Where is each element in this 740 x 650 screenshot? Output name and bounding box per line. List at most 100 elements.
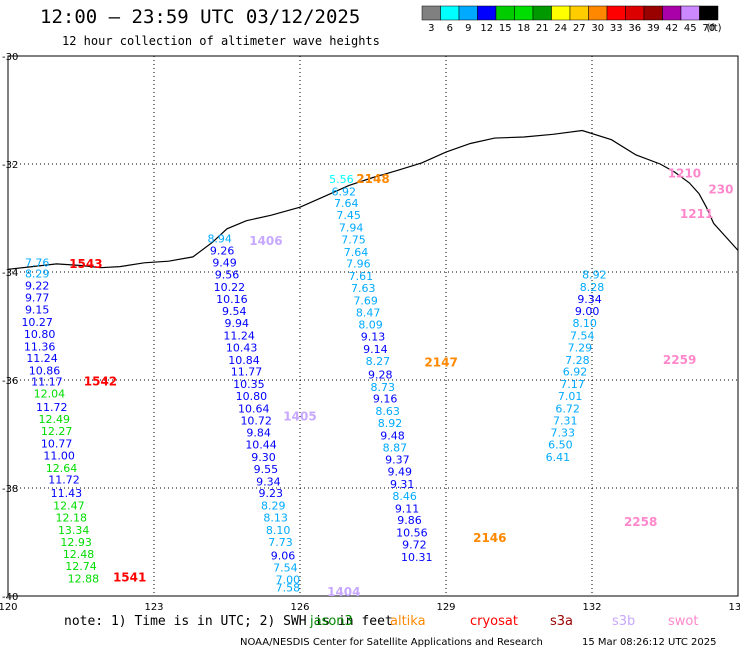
pass-number-label: 1542: [84, 374, 117, 388]
wave-height-label: 8.92: [582, 268, 607, 281]
wave-height-label: 6.72: [555, 402, 580, 415]
wave-height-label: 9.37: [385, 454, 410, 467]
legend-swatch: [680, 5, 700, 21]
wave-height-label: 10.43: [226, 341, 258, 354]
wave-height-label: 8.09: [358, 319, 383, 332]
wave-height-label: 7.64: [344, 246, 369, 259]
pass-number-label: 1541: [113, 570, 146, 584]
x-tick-label: 129: [436, 602, 455, 613]
footer-note: note: 1) Time is in UTC; 2) SWH is in fe…: [64, 614, 393, 629]
legend-bin-label: 9: [465, 23, 471, 34]
wave-height-label: 13.34: [58, 524, 90, 537]
wave-height-label: 7.01: [558, 390, 583, 403]
footer-credit: NOAA/NESDIS Center for Satellite Applica…: [240, 637, 543, 648]
wave-height-label: 7.31: [553, 414, 578, 427]
x-tick-label: 135: [728, 602, 740, 613]
legend-bin-label: 21: [536, 23, 549, 34]
pass-number-label: 2258: [624, 515, 657, 529]
wave-height-label: 11.43: [51, 487, 83, 500]
wave-height-label: 10.44: [245, 439, 277, 452]
wave-height-label: 7.29: [568, 341, 593, 354]
wave-height-label: 12.49: [38, 413, 70, 426]
wave-height-label: 8.27: [366, 355, 391, 368]
legend-bin-label: 42: [665, 23, 678, 34]
wave-height-label: 11.00: [43, 449, 75, 462]
wave-height-label: 8.28: [580, 281, 605, 294]
wave-height-label: 7.73: [268, 536, 293, 549]
pass-number-label: 1405: [283, 410, 316, 424]
legend-swatch: [532, 5, 552, 21]
footer-timestamp: 15 Mar 08:26:12 UTC 2025: [582, 637, 717, 648]
wave-height-label: 12.88: [68, 573, 100, 586]
mission-label: jason3: [309, 614, 353, 629]
wave-height-label: 9.56: [215, 268, 240, 281]
wave-height-label: 8.73: [370, 381, 395, 394]
wave-height-label: 9.54: [222, 305, 247, 318]
wave-height-label: 7.69: [353, 294, 378, 307]
x-tick-label: 132: [582, 602, 601, 613]
wave-height-label: 12.04: [34, 387, 66, 400]
pass-number-label: 2259: [663, 353, 696, 367]
wave-height-label: 6.41: [546, 451, 571, 464]
wave-height-label: 9.06: [271, 549, 296, 562]
wave-height-label: 9.31: [390, 478, 415, 491]
plot-frame: [7, 55, 739, 597]
wave-height-label: 10.35: [233, 378, 265, 391]
wave-height-label: 12.64: [46, 462, 78, 475]
wave-height-label: 12.47: [53, 500, 85, 513]
legend-bin-label: 6: [447, 23, 453, 34]
legend-unit-label: (ft): [706, 23, 721, 34]
pass-number-label: 2146: [473, 531, 506, 545]
wave-height-label: 6.92: [563, 366, 588, 379]
wave-height-label: 10.84: [228, 354, 260, 367]
y-tick-label: -30: [2, 52, 18, 63]
wave-height-label: 9.72: [402, 538, 427, 551]
y-tick-label: -36: [2, 376, 18, 387]
y-tick-label: -32: [2, 160, 18, 171]
wave-height-label: 9.00: [575, 305, 600, 318]
wave-height-label: 9.34: [256, 475, 281, 488]
x-tick-label: 123: [144, 602, 163, 613]
wave-height-label: 10.31: [401, 551, 433, 564]
legend-bin-label: 15: [499, 23, 512, 34]
legend-bin-label: 12: [480, 23, 493, 34]
wave-height-label: 7.00: [276, 574, 301, 587]
wave-height-label: 9.23: [259, 487, 284, 500]
legend-bin-label: 18: [517, 23, 530, 34]
wave-height-label: 9.55: [254, 463, 279, 476]
legend-bin-label: 45: [684, 23, 697, 34]
title: 12:00 — 23:59 UTC 03/12/2025: [40, 6, 361, 28]
wave-height-label: 10.64: [238, 402, 270, 415]
legend-bin-label: 70: [702, 23, 715, 34]
legend-bin-label: 30: [591, 23, 604, 34]
y-tick-label: -40: [2, 592, 18, 603]
wave-height-label: 7.76: [25, 257, 50, 270]
x-tick-label: 120: [0, 602, 18, 613]
legend-swatch: [440, 5, 460, 21]
wave-height-label: 10.72: [240, 414, 272, 427]
wave-height-label: 10.86: [29, 365, 61, 378]
legend-swatch: [606, 5, 626, 21]
wave-height-label: 11.72: [48, 474, 80, 487]
wave-height-label: 9.16: [373, 393, 398, 406]
legend-bin-label: 3: [428, 23, 434, 34]
wave-height-label: 10.56: [396, 527, 428, 540]
legend-swatch: [551, 5, 571, 21]
wave-height-label: 7.96: [346, 258, 371, 271]
wave-height-label: 7.75: [341, 233, 366, 246]
wave-height-label: 7.64: [334, 197, 359, 210]
wave-height-label: 8.94: [207, 232, 232, 245]
y-tick-label: -34: [2, 268, 18, 279]
wave-height-label: 7.54: [273, 562, 298, 575]
wave-height-label: 9.94: [224, 317, 249, 330]
wave-height-label: 10.77: [41, 438, 73, 451]
pass-number-label: 1211: [680, 207, 713, 221]
wave-height-label: 7.58: [276, 582, 301, 595]
wave-height-label: 12.27: [41, 425, 73, 438]
wave-height-label: 9.49: [388, 466, 413, 479]
wave-height-label: 7.54: [570, 330, 595, 343]
wave-height-label: 10.22: [214, 281, 246, 294]
wave-height-label: 8.46: [392, 490, 417, 503]
pass-number-label: 1543: [69, 257, 102, 271]
